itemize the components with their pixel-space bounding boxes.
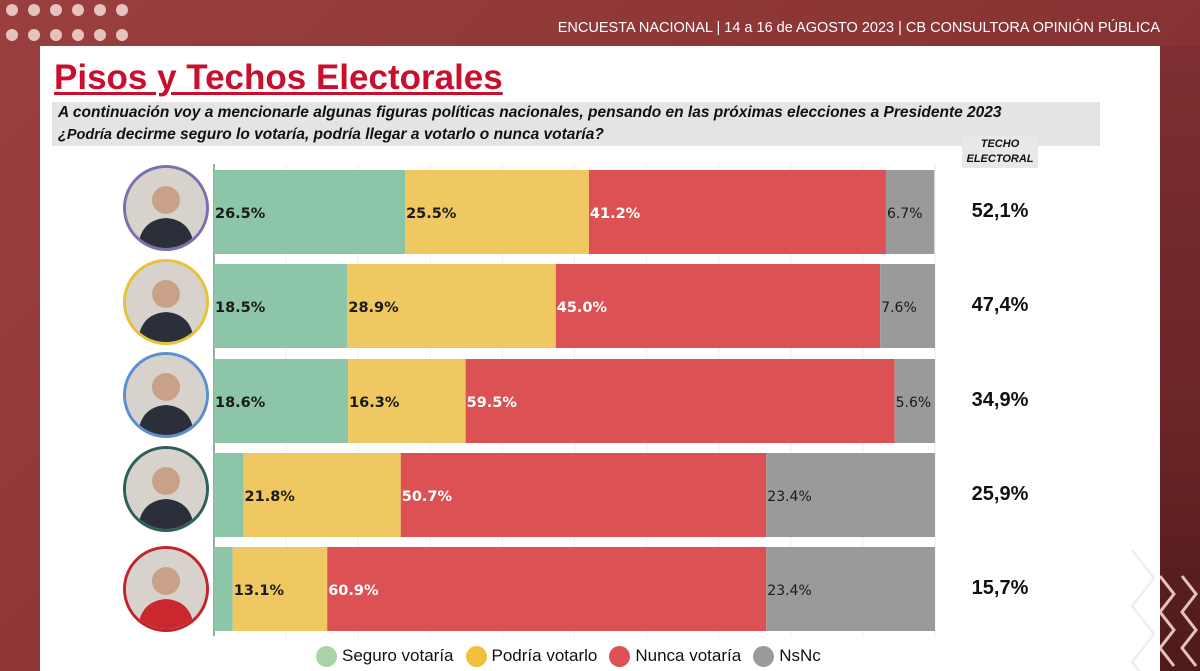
question-line-2: ¿Podría decirme seguro lo votaría, podrí… bbox=[58, 124, 1100, 146]
candidate-avatar bbox=[123, 446, 209, 532]
legend-swatch-icon bbox=[753, 645, 775, 667]
page-title: Pisos y Techos Electorales bbox=[54, 58, 503, 97]
bar-segment-podria bbox=[347, 264, 556, 348]
data-label-seguro: 18.5% bbox=[215, 300, 266, 316]
techo-electoral-value: 15,7% bbox=[971, 577, 1029, 599]
candidate-avatar bbox=[123, 352, 209, 438]
data-label-nsnc: 23.4% bbox=[767, 583, 811, 599]
decorative-dot bbox=[94, 29, 106, 41]
legend-swatch-icon bbox=[609, 645, 631, 667]
decorative-zigzag-strip bbox=[1160, 46, 1200, 671]
data-label-seguro: 26.5% bbox=[215, 206, 266, 222]
bar-segment-nsnc bbox=[894, 359, 935, 443]
candidate-avatar bbox=[123, 259, 209, 345]
data-label-nsnc: 23.4% bbox=[767, 489, 811, 505]
survey-info: ENCUESTA NACIONAL | 14 a 16 de AGOSTO 20… bbox=[557, 20, 1160, 36]
bar-segment-nsnc bbox=[766, 547, 935, 631]
data-label-podria: 13.1% bbox=[234, 583, 285, 599]
bar-segment-seguro bbox=[214, 359, 349, 443]
person-silhouette-icon bbox=[126, 168, 206, 248]
decorative-dot bbox=[72, 4, 84, 16]
legend-item: Nunca votaría bbox=[609, 645, 742, 667]
bar-segment-nsnc bbox=[885, 170, 935, 254]
question-line-2b: decirme seguro lo votaría, podría llegar… bbox=[116, 126, 604, 143]
bar-segment-nunca bbox=[465, 359, 895, 443]
decorative-dot bbox=[116, 29, 128, 41]
bar-segment-nunca bbox=[588, 170, 886, 254]
data-label-podria: 28.9% bbox=[348, 300, 399, 316]
data-label-nsnc: 6.7% bbox=[887, 206, 923, 222]
data-label-nunca: 41.2% bbox=[590, 206, 641, 222]
decorative-dot bbox=[6, 29, 18, 41]
data-label-podria: 16.3% bbox=[349, 395, 400, 411]
bar-segment-nunca bbox=[400, 453, 767, 537]
bar-segment-podria bbox=[405, 170, 589, 254]
techo-electoral-value: 34,9% bbox=[971, 389, 1029, 411]
data-label-podria: 21.8% bbox=[245, 489, 296, 505]
legend-label: NsNc bbox=[779, 646, 821, 665]
zigzag-pattern-icon bbox=[1160, 575, 1198, 667]
person-silhouette-icon bbox=[126, 355, 206, 435]
techo-electoral-value: 25,9% bbox=[971, 483, 1029, 505]
decorative-dot bbox=[116, 4, 128, 16]
decorative-dot bbox=[50, 4, 62, 16]
bar-segment-podria bbox=[348, 359, 466, 443]
data-label-nsnc: 7.6% bbox=[881, 300, 917, 316]
person-silhouette-icon bbox=[126, 449, 206, 529]
candidate-avatar bbox=[123, 165, 209, 251]
bar-segment-nsnc bbox=[766, 453, 935, 537]
bar-segment-podria bbox=[243, 453, 401, 537]
legend-label: Seguro votaría bbox=[342, 646, 454, 665]
decorative-dots bbox=[6, 4, 136, 44]
bar-segment-nunca bbox=[555, 264, 881, 348]
decorative-dot bbox=[94, 4, 106, 16]
bar-segment-seguro bbox=[214, 453, 244, 537]
chart-legend: Seguro votaría Podría votarlo Nunca votarí… bbox=[316, 645, 821, 667]
data-label-seguro: 18.6% bbox=[215, 395, 266, 411]
candidate-avatar bbox=[123, 546, 209, 632]
techo-header-line-2: ELECTORAL bbox=[966, 153, 1034, 165]
techo-electoral-value: 52,1% bbox=[971, 200, 1029, 222]
bar-segment-nsnc bbox=[880, 264, 935, 348]
data-label-nunca: 59.5% bbox=[467, 395, 518, 411]
legend-label: Nunca votaría bbox=[635, 646, 742, 665]
decorative-dot bbox=[6, 4, 18, 16]
zigzag-faded-icon bbox=[1130, 550, 1156, 671]
decorative-dot bbox=[28, 4, 40, 16]
decorative-dot bbox=[50, 29, 62, 41]
decorative-dot bbox=[72, 29, 84, 41]
legend-item: NsNc bbox=[753, 645, 821, 667]
person-silhouette-icon bbox=[126, 549, 206, 629]
question-line-1: A continuación voy a mencionarle algunas… bbox=[58, 104, 1002, 121]
bar-segment-seguro bbox=[214, 547, 233, 631]
legend-item: Seguro votaría bbox=[316, 645, 454, 667]
bar-segment-podria bbox=[232, 547, 328, 631]
data-label-nsnc: 5.6% bbox=[896, 395, 932, 411]
techo-electoral-header: TECHO ELECTORAL bbox=[962, 136, 1038, 168]
legend-swatch-icon bbox=[316, 645, 337, 667]
question-line-2a: ¿Podría bbox=[58, 127, 112, 143]
data-label-podria: 25.5% bbox=[406, 206, 457, 222]
decorative-dot bbox=[28, 29, 40, 41]
bar-segment-seguro bbox=[214, 170, 406, 254]
data-label-nunca: 50.7% bbox=[402, 489, 453, 505]
legend-label: Podría votarlo bbox=[491, 646, 598, 665]
legend-swatch-icon bbox=[465, 645, 487, 667]
bar-segment-nunca bbox=[327, 547, 767, 631]
bar-segment-seguro bbox=[214, 264, 348, 348]
survey-question: A continuación voy a mencionarle algunas… bbox=[52, 102, 1100, 146]
techo-electoral-value: 47,4% bbox=[971, 294, 1029, 316]
data-label-nunca: 45.0% bbox=[557, 300, 608, 316]
techo-header-line-1: TECHO bbox=[980, 138, 1020, 150]
legend-item: Podría votarlo bbox=[465, 645, 598, 667]
data-label-nunca: 60.9% bbox=[328, 583, 379, 599]
person-silhouette-icon bbox=[126, 262, 206, 342]
